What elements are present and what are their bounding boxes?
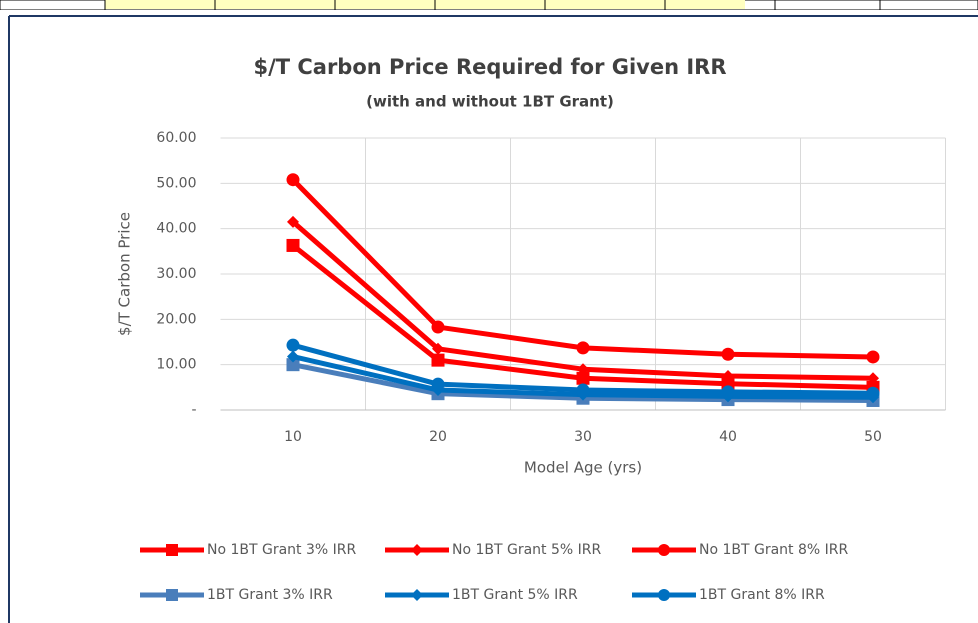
chart-title: $/T Carbon Price Required for Given IRR	[253, 55, 726, 79]
x-tick-label: 50	[864, 429, 882, 445]
legend-marker	[166, 544, 178, 556]
x-tick-label: 40	[719, 429, 737, 445]
data-point	[576, 341, 590, 355]
data-point	[721, 347, 735, 361]
y-tick-label: 10.00	[156, 357, 196, 373]
legend-marker	[658, 589, 670, 601]
y-tick-label: 60.00	[156, 130, 196, 146]
legend-label: No 1BT Grant 5% IRR	[452, 542, 602, 558]
x-tick-label: 10	[284, 429, 302, 445]
legend-marker	[658, 544, 670, 556]
data-point	[431, 377, 445, 391]
data-point	[286, 338, 300, 352]
y-tick-label: 40.00	[156, 221, 196, 237]
data-point	[576, 371, 590, 385]
y-tick-label: -	[191, 402, 196, 418]
y-axis-label: $/T Carbon Price	[116, 212, 134, 336]
legend-marker	[411, 589, 423, 601]
data-point	[287, 215, 299, 228]
x-axis-label: Model Age (yrs)	[524, 459, 642, 477]
data-point	[721, 385, 735, 399]
legend-marker	[411, 544, 423, 556]
legend-label: 1BT Grant 3% IRR	[207, 587, 333, 603]
data-point	[432, 342, 444, 355]
legend-label: 1BT Grant 8% IRR	[699, 587, 825, 603]
x-tick-label: 30	[574, 429, 592, 445]
data-point	[866, 386, 880, 400]
data-point	[576, 383, 590, 397]
data-point	[287, 350, 299, 363]
legend-label: No 1BT Grant 8% IRR	[699, 542, 849, 558]
data-point	[286, 238, 300, 252]
data-point	[577, 363, 589, 376]
legend-label: No 1BT Grant 3% IRR	[207, 542, 357, 558]
y-tick-label: 30.00	[156, 266, 196, 282]
data-point	[286, 358, 300, 372]
chart-subtitle: (with and without 1BT Grant)	[366, 93, 614, 111]
data-point	[286, 173, 300, 187]
data-point	[431, 353, 445, 367]
x-tick-label: 20	[429, 429, 447, 445]
data-point	[867, 372, 879, 385]
data-point	[722, 370, 734, 382]
data-point	[431, 320, 445, 334]
data-point	[866, 350, 880, 364]
legend-label: 1BT Grant 5% IRR	[452, 587, 578, 603]
legend-marker	[166, 589, 178, 601]
y-tick-label: 50.00	[156, 175, 196, 191]
y-tick-label: 20.00	[156, 311, 196, 327]
